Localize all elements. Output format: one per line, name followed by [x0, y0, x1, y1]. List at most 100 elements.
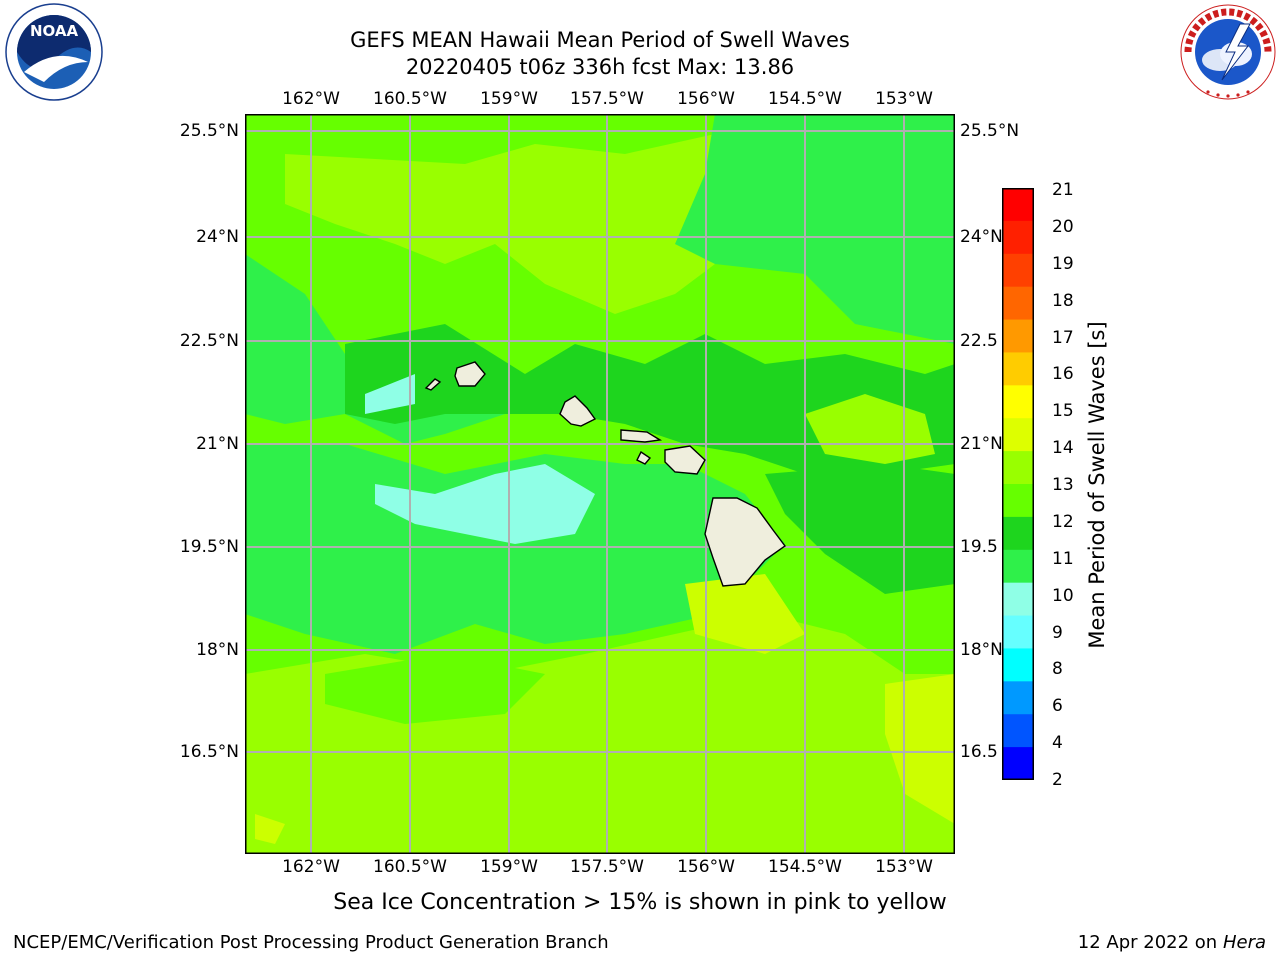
colorbar — [1002, 188, 1034, 780]
contour-fill — [245, 114, 715, 144]
lat-label: 19.5 — [960, 537, 998, 557]
colorbar-tick-label: 13 — [1052, 475, 1074, 495]
colorbar-segment — [1002, 549, 1034, 584]
contour-fill — [255, 814, 285, 844]
colorbar-segment — [1002, 188, 1034, 222]
footer-date-text: 12 Apr 2022 on — [1077, 932, 1223, 953]
contour-fill — [365, 374, 415, 414]
colorbar-tick-label: 16 — [1052, 364, 1074, 385]
colorbar-tick-label: 2 — [1052, 770, 1063, 790]
lat-label: 24°N — [196, 227, 239, 247]
lat-label: 24°N — [960, 227, 1003, 247]
colorbar-segment — [1002, 220, 1034, 255]
colorbar-tick-label: 8 — [1052, 659, 1063, 680]
colorbar-tick-label: 19 — [1052, 253, 1074, 274]
colorbar-tick-label: 14 — [1052, 438, 1074, 459]
noaa-logo: NOAA — [4, 2, 104, 102]
swell-period-contours — [245, 114, 955, 854]
colorbar-tick-label: 21 — [1052, 180, 1074, 200]
niihau-island — [424, 378, 442, 391]
lat-label: 22.5°N — [179, 331, 239, 351]
lon-label: 156°W — [677, 857, 735, 877]
contour-fill — [765, 464, 955, 594]
colorbar-segment — [1002, 319, 1034, 353]
colorbar-tick-label: 12 — [1052, 511, 1074, 532]
lat-label: 21°N — [960, 434, 1003, 454]
contour-fill — [285, 134, 805, 314]
lon-label: 154.5°W — [768, 857, 842, 877]
lat-label: 21°N — [196, 434, 239, 454]
lat-label: 25.5°N — [960, 121, 1020, 141]
colorbar-segment — [1002, 451, 1034, 485]
lat-label: 16.5°N — [179, 742, 239, 762]
lon-label: 160.5°W — [373, 89, 447, 109]
colorbar-tick-label: 20 — [1052, 216, 1074, 237]
lon-label: 160.5°W — [373, 857, 447, 877]
map-title: GEFS MEAN Hawaii Mean Period of Swell Wa… — [350, 28, 850, 52]
colorbar-segment — [1002, 484, 1034, 518]
colorbar-segment — [1002, 418, 1034, 452]
lon-label: 157.5°W — [570, 89, 644, 109]
colorbar-segment — [1002, 648, 1034, 682]
oahu-island — [559, 395, 597, 427]
colorbar-tick-label: 10 — [1052, 585, 1074, 606]
lat-label: 22.5 — [960, 331, 998, 351]
colorbar-segment — [1002, 615, 1034, 649]
lon-label: 162°W — [282, 857, 340, 877]
map-subtitle: 20220405 t06z 336h fcst Max: 13.86 — [405, 55, 795, 79]
lat-label: 18°N — [196, 640, 239, 660]
graticule — [245, 114, 955, 854]
colorbar-segment — [1002, 747, 1034, 780]
footer-branch: NCEP/EMC/Verification Post Processing Pr… — [13, 932, 609, 953]
lat-label: 18°N — [960, 640, 1003, 660]
colorbar-label: Mean Period of Swell Waves [s] — [1085, 321, 1109, 649]
colorbar-tick-label: 4 — [1052, 733, 1063, 754]
lanai-island — [636, 450, 652, 465]
colorbar-tick-label: 15 — [1052, 401, 1074, 422]
lat-label: 19.5°N — [179, 537, 239, 557]
contour-fill — [375, 464, 595, 544]
lon-label: 153°W — [875, 857, 933, 877]
colorbar-tick-label: 18 — [1052, 290, 1074, 311]
colorbar-segment — [1002, 253, 1034, 288]
maui-island — [664, 445, 706, 475]
nws-logo — [1178, 2, 1278, 102]
lon-label: 157.5°W — [570, 857, 644, 877]
colorbar-segment — [1002, 385, 1034, 419]
lon-label: 162°W — [282, 89, 340, 109]
colorbar-tick-label: 9 — [1052, 622, 1063, 643]
map-frame — [245, 114, 955, 854]
sea-ice-note: Sea Ice Concentration > 15% is shown in … — [333, 890, 947, 915]
colorbar-segment — [1002, 516, 1034, 551]
svg-text:NOAA: NOAA — [30, 22, 79, 40]
hawaiian-islands — [424, 361, 786, 587]
contour-fill — [675, 114, 955, 344]
colorbar-segment — [1002, 286, 1034, 321]
colorbar-tick-label: 17 — [1052, 327, 1074, 348]
contour-fill — [805, 394, 935, 464]
contour-fill — [345, 324, 955, 474]
lon-label: 159°W — [480, 857, 538, 877]
molokai-island — [620, 429, 663, 443]
colorbar-segment — [1002, 681, 1034, 715]
contour-fill — [685, 574, 805, 654]
colorbar-segment — [1002, 714, 1034, 748]
big-island-hawaii — [704, 497, 786, 587]
lat-label: 25.5°N — [179, 121, 239, 141]
lon-label: 156°W — [677, 89, 735, 109]
lon-label: 154.5°W — [768, 89, 842, 109]
colorbar-segment — [1002, 582, 1034, 617]
colorbar-frame — [1002, 188, 1034, 780]
colorbar-tick-label: 6 — [1052, 696, 1063, 717]
lat-label: 16.5 — [960, 742, 998, 762]
lon-label: 159°W — [480, 89, 538, 109]
contour-fill — [885, 674, 955, 824]
kauai-island — [454, 361, 486, 387]
contour-fill — [325, 654, 545, 724]
map-panel — [245, 114, 955, 854]
lon-label: 153°W — [875, 89, 933, 109]
footer-host: Hera — [1222, 932, 1266, 953]
colorbar-tick-label: 11 — [1052, 548, 1074, 569]
footer-date: 12 Apr 2022 on Hera — [1078, 932, 1266, 953]
colorbar-segment — [1002, 352, 1034, 386]
